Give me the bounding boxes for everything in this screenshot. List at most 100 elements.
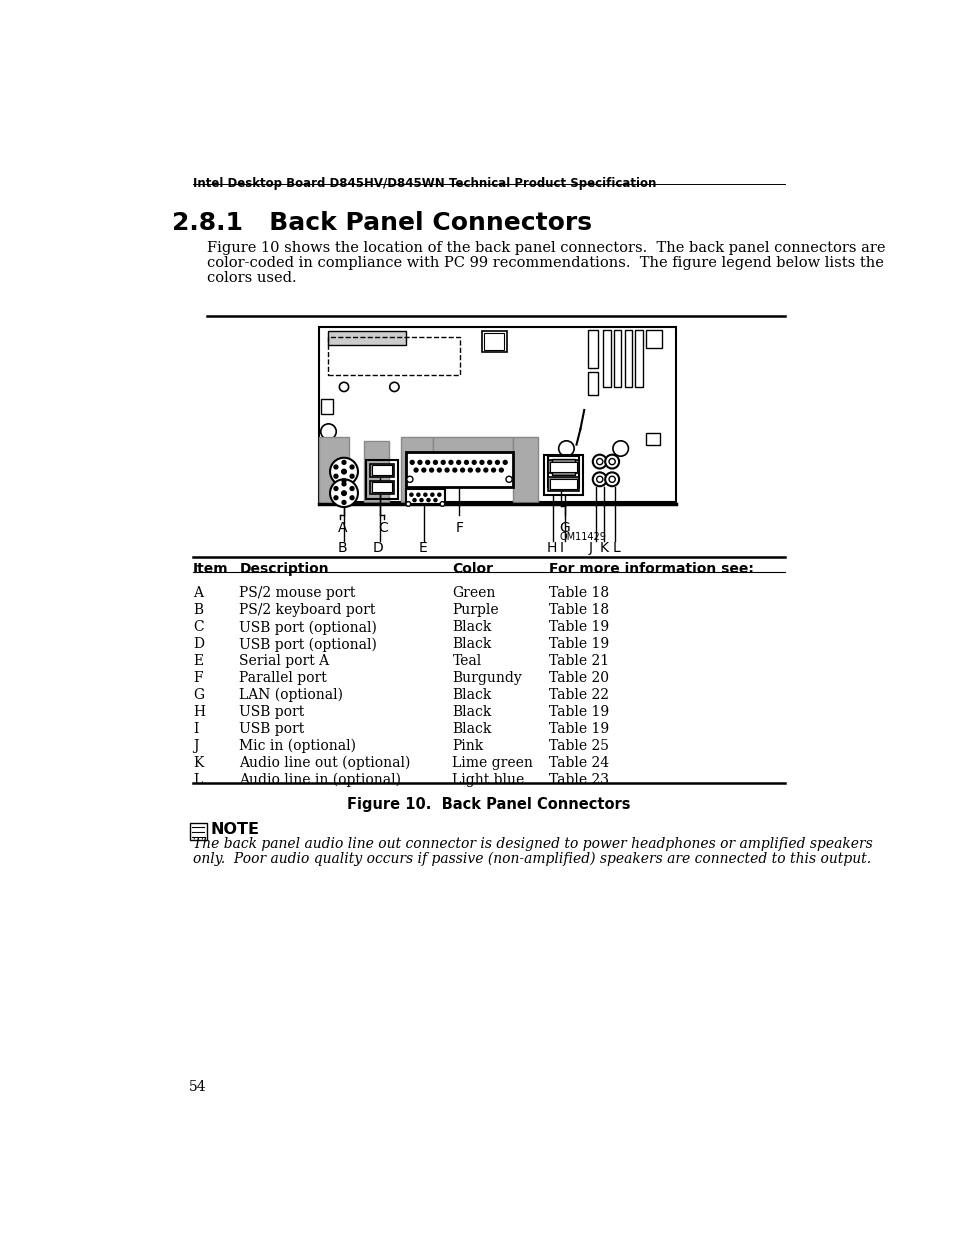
Circle shape bbox=[410, 493, 413, 496]
Text: Table 18: Table 18 bbox=[549, 587, 609, 600]
Bar bbox=[613, 330, 620, 387]
Text: USB port (optional): USB port (optional) bbox=[239, 637, 376, 652]
Circle shape bbox=[453, 468, 456, 472]
Circle shape bbox=[425, 461, 429, 464]
Bar bbox=[587, 372, 598, 395]
Bar bbox=[513, 437, 537, 503]
Text: Description: Description bbox=[239, 562, 329, 576]
Bar bbox=[551, 458, 575, 475]
Circle shape bbox=[476, 468, 479, 472]
Circle shape bbox=[414, 468, 417, 472]
Circle shape bbox=[437, 493, 440, 496]
Circle shape bbox=[491, 468, 495, 472]
Text: A: A bbox=[193, 587, 203, 600]
Text: Black: Black bbox=[452, 620, 492, 635]
Text: OM11429: OM11429 bbox=[558, 532, 606, 542]
Text: Burgundy: Burgundy bbox=[452, 671, 521, 685]
Circle shape bbox=[417, 461, 421, 464]
Text: Table 20: Table 20 bbox=[549, 671, 609, 685]
Text: Intel Desktop Board D845HV/D845WN Technical Product Specification: Intel Desktop Board D845HV/D845WN Techni… bbox=[193, 177, 656, 190]
Text: 54: 54 bbox=[189, 1079, 207, 1094]
Text: G: G bbox=[558, 521, 570, 535]
Text: Table 19: Table 19 bbox=[549, 721, 609, 736]
Circle shape bbox=[330, 479, 357, 508]
Circle shape bbox=[342, 461, 346, 464]
Text: Lime green: Lime green bbox=[452, 756, 533, 769]
Text: Parallel port: Parallel port bbox=[239, 671, 327, 685]
Bar bbox=[328, 331, 406, 345]
Circle shape bbox=[596, 477, 602, 483]
Circle shape bbox=[427, 499, 430, 501]
Circle shape bbox=[439, 501, 444, 506]
Bar bbox=[645, 433, 659, 445]
Text: Table 24: Table 24 bbox=[549, 756, 609, 769]
Bar bbox=[365, 461, 397, 499]
Circle shape bbox=[330, 458, 357, 485]
Text: K: K bbox=[599, 541, 608, 555]
Circle shape bbox=[334, 474, 337, 478]
Bar bbox=[369, 464, 394, 477]
Circle shape bbox=[342, 500, 346, 504]
Text: A: A bbox=[337, 521, 347, 535]
Bar bbox=[624, 330, 632, 387]
Bar bbox=[406, 458, 429, 493]
Text: K: K bbox=[193, 756, 203, 769]
Text: H: H bbox=[193, 705, 205, 719]
Circle shape bbox=[460, 468, 464, 472]
Text: Audio line out (optional): Audio line out (optional) bbox=[239, 756, 411, 771]
Bar bbox=[319, 437, 348, 504]
Circle shape bbox=[339, 383, 348, 391]
Text: Pink: Pink bbox=[452, 739, 483, 753]
Text: Figure 10 shows the location of the back panel connectors.  The back panel conne: Figure 10 shows the location of the back… bbox=[207, 241, 884, 254]
Bar bbox=[320, 399, 333, 414]
Bar bbox=[364, 441, 389, 503]
Bar bbox=[543, 454, 582, 495]
Text: H: H bbox=[546, 541, 557, 555]
Text: USB port: USB port bbox=[239, 705, 304, 719]
Text: Color: Color bbox=[452, 562, 493, 576]
Circle shape bbox=[612, 441, 628, 456]
Text: Table 25: Table 25 bbox=[549, 739, 609, 753]
Circle shape bbox=[350, 466, 354, 469]
Circle shape bbox=[320, 424, 335, 440]
Circle shape bbox=[498, 468, 503, 472]
Text: 2.8.1   Back Panel Connectors: 2.8.1 Back Panel Connectors bbox=[172, 211, 591, 236]
Circle shape bbox=[479, 461, 483, 464]
Bar bbox=[372, 483, 392, 493]
Circle shape bbox=[410, 461, 414, 464]
Bar bbox=[547, 477, 578, 490]
Circle shape bbox=[449, 461, 453, 464]
Bar bbox=[550, 462, 576, 472]
Circle shape bbox=[604, 472, 618, 487]
Circle shape bbox=[608, 477, 615, 483]
Text: E: E bbox=[418, 541, 427, 555]
Text: Table 22: Table 22 bbox=[549, 688, 609, 701]
Bar bbox=[406, 489, 444, 504]
Bar bbox=[602, 330, 610, 387]
Text: Black: Black bbox=[452, 637, 492, 651]
Text: Figure 10.  Back Panel Connectors: Figure 10. Back Panel Connectors bbox=[347, 798, 630, 813]
Bar bbox=[550, 478, 576, 489]
Text: D: D bbox=[193, 637, 204, 651]
Text: F: F bbox=[193, 671, 202, 685]
Text: J: J bbox=[193, 739, 198, 753]
Text: C: C bbox=[377, 521, 388, 535]
Text: Serial port A: Serial port A bbox=[239, 655, 329, 668]
Circle shape bbox=[342, 482, 346, 485]
Text: I: I bbox=[558, 541, 563, 555]
Circle shape bbox=[342, 479, 346, 483]
Circle shape bbox=[592, 454, 606, 468]
Text: USB port (optional): USB port (optional) bbox=[239, 620, 376, 635]
Text: Table 23: Table 23 bbox=[549, 773, 609, 787]
Circle shape bbox=[433, 461, 436, 464]
Text: Black: Black bbox=[452, 705, 492, 719]
Text: For more information see:: For more information see: bbox=[549, 562, 754, 576]
Circle shape bbox=[423, 493, 427, 496]
Circle shape bbox=[434, 499, 436, 501]
Circle shape bbox=[456, 461, 460, 464]
Bar bbox=[190, 824, 207, 841]
Circle shape bbox=[413, 499, 416, 501]
Circle shape bbox=[445, 468, 449, 472]
Circle shape bbox=[604, 454, 618, 468]
Text: color-coded in compliance with PC 99 recommendations.  The figure legend below l: color-coded in compliance with PC 99 rec… bbox=[207, 256, 882, 270]
